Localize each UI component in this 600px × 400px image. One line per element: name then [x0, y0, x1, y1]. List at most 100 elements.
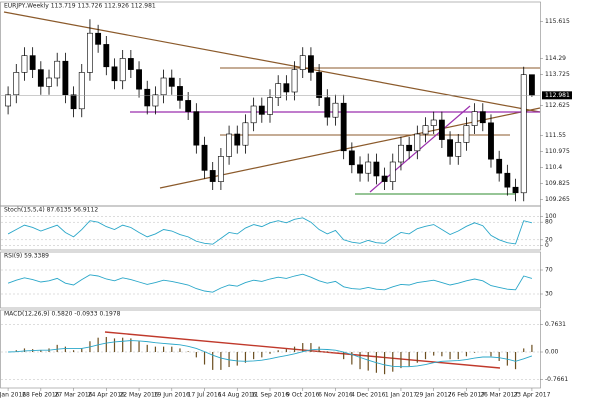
y-tick-label: 110.975 — [545, 148, 570, 155]
x-tick-label: 26 Feb 2017 — [448, 392, 486, 399]
y-tick-label: 114.29 — [545, 55, 566, 62]
histogram-bar — [15, 350, 17, 352]
candle-body — [258, 105, 265, 115]
histogram-bar — [138, 341, 140, 352]
candle-body — [209, 170, 216, 182]
histogram-bar — [400, 352, 402, 369]
candle-body — [438, 119, 445, 140]
candle-body — [185, 100, 192, 112]
histogram-bar — [261, 352, 263, 358]
histogram-bar — [351, 352, 353, 365]
histogram-bar — [416, 352, 418, 363]
histogram-bar — [220, 352, 222, 370]
candle-body — [87, 32, 93, 73]
candle-body — [463, 125, 470, 143]
histogram-bar — [433, 352, 435, 356]
y-tick-label: 112.625 — [545, 102, 570, 109]
candle-body — [332, 102, 339, 118]
candle-body — [250, 105, 257, 124]
histogram-bar — [56, 344, 58, 352]
candle-body — [299, 55, 306, 70]
panel-title: Stoch(15,5,4) 87.6135 56.9112 — [4, 207, 98, 214]
candle-body — [422, 125, 429, 135]
x-tick-label: 23 Apr 2017 — [513, 392, 550, 399]
histogram-bar — [187, 351, 189, 352]
histogram-bar — [277, 350, 279, 352]
histogram-bar — [408, 352, 410, 367]
histogram-bar — [293, 346, 296, 352]
x-tick-label: 11 Sep 2016 — [251, 392, 289, 399]
histogram-bar — [498, 352, 500, 361]
candle-body — [389, 161, 396, 182]
histogram-bar — [514, 352, 517, 370]
histogram-bar — [105, 336, 107, 352]
histogram-bar — [310, 343, 312, 352]
histogram-bar — [146, 344, 148, 352]
histogram-bar — [359, 352, 361, 370]
x-tick-label: 4 Dec 2016 — [351, 392, 386, 399]
x-tick-label: 27 Mar 2016 — [55, 392, 93, 399]
candle-body — [455, 142, 462, 157]
x-tick-label: 14 Aug 2016 — [218, 392, 257, 399]
candle-body — [21, 55, 28, 73]
y-tick-label: 110.4 — [545, 164, 562, 171]
candle-body — [520, 74, 527, 194]
candle-body — [160, 77, 167, 96]
candle-body — [528, 74, 535, 96]
histogram-bar — [122, 337, 124, 352]
candle-body — [512, 186, 519, 194]
candle-body — [234, 133, 241, 146]
candle-body — [430, 119, 437, 126]
histogram-bar — [523, 348, 525, 352]
y-tick-label: 111.55 — [545, 132, 566, 139]
y-tick-label: -0.7661 — [545, 376, 568, 383]
y-tick-label: 113.725 — [545, 71, 570, 78]
histogram-bar — [130, 338, 132, 352]
histogram-bar — [244, 352, 247, 363]
histogram-bar — [64, 346, 66, 352]
candle-body — [193, 111, 200, 146]
chart-title: EURJPY,Weekly 113.719 113.726 112.926 11… — [4, 3, 156, 10]
panel-title: RSI(9) 59.3389 — [4, 253, 49, 260]
x-tick-label: 22 May 2016 — [119, 392, 158, 399]
indicator-line — [7, 217, 533, 245]
candle-body — [54, 60, 61, 79]
x-tick-label: 17 Jul 2016 — [188, 392, 222, 399]
y-tick-label: 0 — [545, 242, 549, 249]
candle-body — [496, 158, 503, 174]
y-tick-label: 115.615 — [545, 18, 570, 25]
histogram-bar — [203, 352, 206, 365]
candle-body — [5, 94, 12, 107]
x-tick-label: 19 Jun 2016 — [154, 392, 190, 399]
histogram-bar — [195, 352, 197, 358]
candle-body — [283, 83, 290, 93]
candle-body — [177, 86, 183, 101]
candle-body — [414, 133, 421, 152]
candle-body — [95, 32, 102, 45]
candle-body — [46, 77, 52, 87]
y-tick-label: 30 — [545, 291, 553, 298]
candle-body — [226, 133, 232, 157]
histogram-bar — [424, 352, 427, 360]
x-tick-label: 9 Oct 2016 — [286, 392, 319, 399]
histogram-bar — [154, 346, 157, 352]
histogram-bar — [490, 352, 492, 357]
histogram-bar — [343, 352, 345, 360]
histogram-bar — [40, 350, 42, 352]
histogram-bar — [531, 344, 533, 352]
candle-body — [381, 175, 388, 182]
histogram-bar — [236, 352, 238, 366]
candle-body — [316, 72, 323, 98]
histogram-bar — [113, 338, 116, 352]
candle-body — [275, 83, 282, 98]
histogram-bar — [171, 346, 173, 352]
histogram-bar — [457, 352, 459, 360]
histogram-bar — [474, 352, 476, 353]
candle-body — [136, 69, 142, 90]
candle-body — [357, 164, 363, 174]
candle-body — [447, 139, 453, 157]
x-tick-label: 24 Apr 2016 — [88, 392, 125, 399]
indicator-line — [8, 340, 533, 368]
x-tick-label: 26 Mar 2017 — [480, 392, 518, 399]
histogram-bar — [449, 352, 451, 360]
